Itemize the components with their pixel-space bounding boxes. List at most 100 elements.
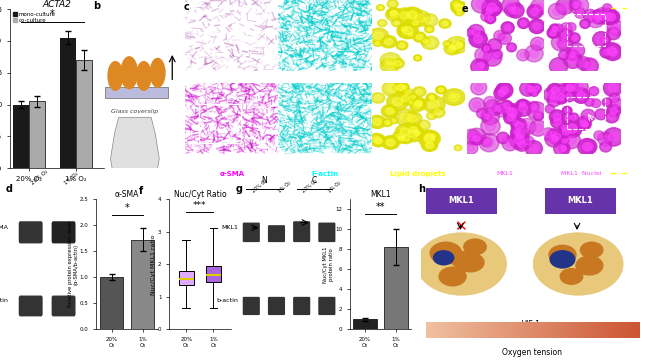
Circle shape bbox=[432, 134, 436, 137]
Circle shape bbox=[400, 12, 410, 19]
Circle shape bbox=[580, 119, 588, 127]
Circle shape bbox=[456, 43, 462, 47]
Circle shape bbox=[547, 107, 552, 111]
Circle shape bbox=[393, 131, 408, 142]
Circle shape bbox=[493, 5, 502, 13]
Circle shape bbox=[402, 135, 410, 141]
Circle shape bbox=[510, 131, 529, 149]
Circle shape bbox=[603, 37, 608, 42]
Circle shape bbox=[426, 142, 434, 148]
FancyBboxPatch shape bbox=[545, 188, 616, 214]
Text: α-SMA: α-SMA bbox=[219, 171, 244, 177]
Circle shape bbox=[387, 0, 398, 8]
Circle shape bbox=[502, 35, 508, 41]
Circle shape bbox=[392, 98, 403, 106]
Circle shape bbox=[443, 41, 451, 47]
Circle shape bbox=[456, 146, 460, 149]
Circle shape bbox=[448, 46, 456, 52]
Circle shape bbox=[451, 41, 463, 49]
Circle shape bbox=[571, 47, 580, 55]
Circle shape bbox=[503, 104, 522, 121]
Circle shape bbox=[411, 129, 423, 137]
FancyBboxPatch shape bbox=[51, 221, 75, 243]
Text: h: h bbox=[418, 184, 425, 194]
Circle shape bbox=[580, 60, 587, 67]
Circle shape bbox=[413, 102, 422, 108]
Circle shape bbox=[454, 8, 464, 16]
Circle shape bbox=[434, 251, 454, 265]
Circle shape bbox=[595, 109, 607, 120]
Circle shape bbox=[562, 40, 569, 47]
Circle shape bbox=[474, 47, 492, 63]
Circle shape bbox=[515, 133, 523, 139]
Circle shape bbox=[560, 23, 572, 33]
Text: g: g bbox=[235, 184, 242, 194]
Circle shape bbox=[378, 20, 387, 27]
FancyBboxPatch shape bbox=[19, 221, 43, 243]
Circle shape bbox=[525, 140, 542, 156]
Circle shape bbox=[475, 63, 484, 71]
Circle shape bbox=[562, 80, 578, 96]
Circle shape bbox=[567, 43, 584, 59]
Text: b-actin: b-actin bbox=[216, 298, 238, 303]
Circle shape bbox=[518, 118, 536, 135]
Circle shape bbox=[530, 104, 536, 109]
Circle shape bbox=[382, 118, 393, 126]
Circle shape bbox=[421, 139, 437, 151]
Circle shape bbox=[481, 137, 492, 147]
Circle shape bbox=[521, 136, 534, 148]
Circle shape bbox=[444, 43, 460, 55]
Circle shape bbox=[603, 4, 612, 13]
Text: ***: *** bbox=[193, 201, 207, 210]
Legend: mono-culture, co-culture: mono-culture, co-culture bbox=[12, 12, 56, 23]
FancyBboxPatch shape bbox=[293, 221, 310, 242]
Circle shape bbox=[422, 36, 439, 50]
Circle shape bbox=[463, 129, 480, 145]
Text: **: ** bbox=[376, 202, 385, 212]
Circle shape bbox=[531, 84, 541, 93]
Circle shape bbox=[387, 8, 400, 18]
Circle shape bbox=[411, 95, 415, 99]
Circle shape bbox=[428, 100, 439, 108]
Circle shape bbox=[412, 21, 418, 25]
Circle shape bbox=[547, 91, 559, 102]
Circle shape bbox=[607, 13, 616, 21]
Circle shape bbox=[390, 10, 396, 16]
Circle shape bbox=[496, 83, 513, 98]
Circle shape bbox=[380, 58, 400, 73]
Circle shape bbox=[597, 133, 602, 138]
FancyBboxPatch shape bbox=[242, 297, 260, 315]
Circle shape bbox=[419, 130, 440, 147]
Circle shape bbox=[150, 58, 165, 87]
Text: Normoxia: Normoxia bbox=[523, 60, 563, 69]
Circle shape bbox=[495, 106, 500, 111]
Circle shape bbox=[569, 52, 575, 58]
Circle shape bbox=[457, 253, 484, 272]
Circle shape bbox=[468, 25, 484, 39]
Circle shape bbox=[532, 106, 541, 115]
Circle shape bbox=[454, 2, 460, 7]
Circle shape bbox=[599, 8, 617, 25]
Circle shape bbox=[562, 139, 567, 143]
Circle shape bbox=[487, 3, 497, 12]
Circle shape bbox=[558, 87, 566, 93]
Circle shape bbox=[427, 28, 432, 31]
Bar bbox=[354, 319, 377, 329]
Circle shape bbox=[405, 123, 422, 136]
Circle shape bbox=[607, 104, 621, 117]
Circle shape bbox=[380, 21, 385, 25]
Circle shape bbox=[529, 120, 547, 136]
Title: α-SMA: α-SMA bbox=[115, 190, 139, 199]
Circle shape bbox=[403, 126, 424, 142]
Circle shape bbox=[524, 85, 532, 93]
Circle shape bbox=[502, 104, 518, 119]
Circle shape bbox=[517, 18, 529, 29]
Circle shape bbox=[453, 41, 465, 50]
Circle shape bbox=[500, 87, 508, 94]
Circle shape bbox=[510, 117, 521, 128]
Circle shape bbox=[520, 102, 526, 107]
Circle shape bbox=[549, 129, 565, 144]
Circle shape bbox=[438, 88, 443, 92]
Circle shape bbox=[481, 11, 493, 22]
Circle shape bbox=[495, 7, 499, 11]
